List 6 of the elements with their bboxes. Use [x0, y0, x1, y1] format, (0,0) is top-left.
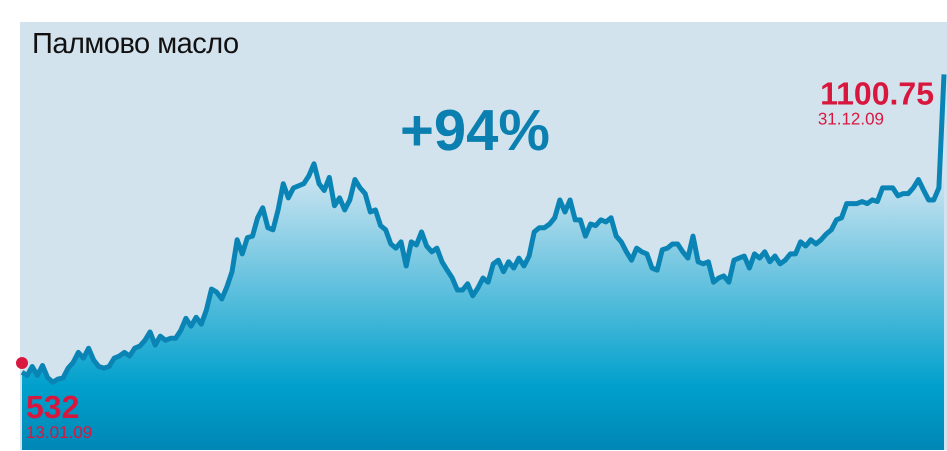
annotation: 13.01.09: [26, 423, 92, 442]
chart-title: Палмово масло: [32, 28, 239, 61]
annotation: 31.12.09: [818, 109, 884, 128]
data-label: 1100.75: [820, 75, 934, 112]
annotation: +94%: [400, 98, 550, 163]
data-label: 532: [26, 389, 80, 425]
